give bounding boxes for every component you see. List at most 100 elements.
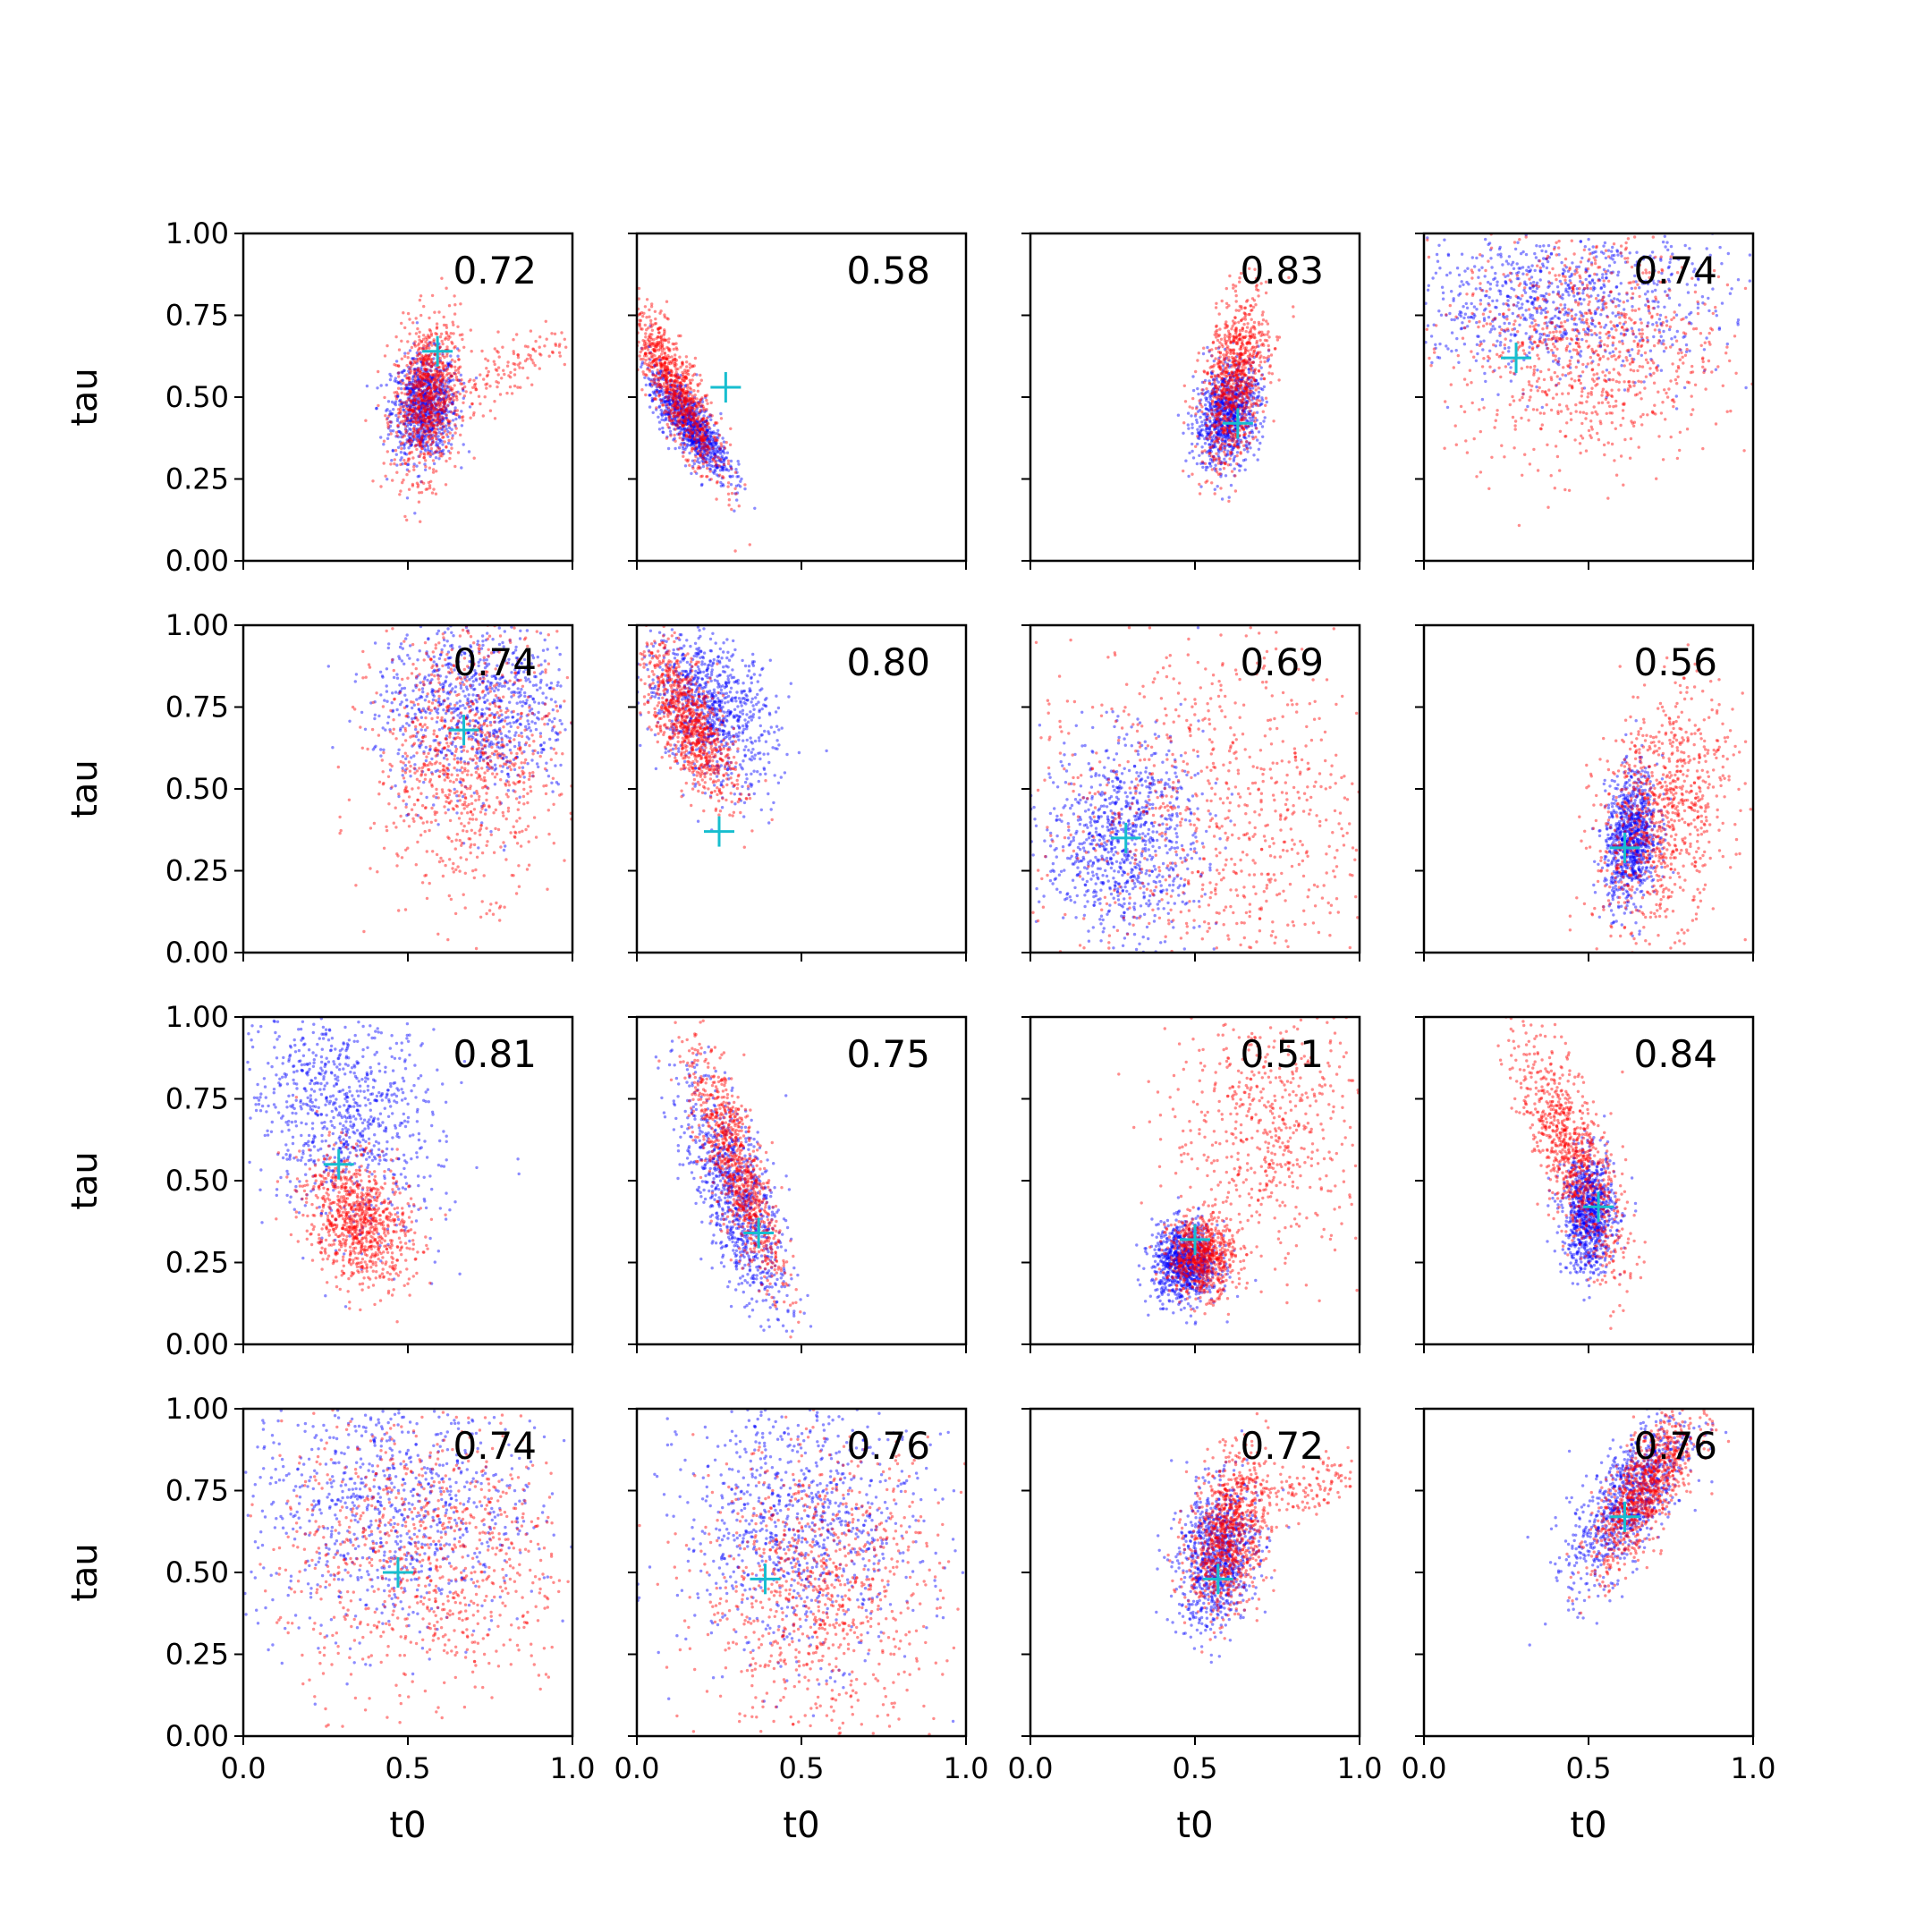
data-point [445,397,450,401]
data-point [443,410,447,413]
data-point [662,377,665,381]
data-point [422,378,426,382]
data-point [516,353,520,357]
data-point [696,428,699,431]
data-point [673,422,677,427]
data-point [690,406,693,410]
data-point [685,360,689,364]
data-point [662,334,665,337]
data-point [412,413,416,418]
data-point [428,386,433,390]
data-point [658,383,662,386]
data-point [694,404,698,408]
data-point [443,400,446,403]
data-point [421,440,425,444]
data-point [427,417,430,420]
data-point [688,429,691,433]
data-point [675,392,679,396]
data-point [665,300,669,303]
data-point [439,381,444,385]
data-point [688,397,692,401]
data-point [648,361,651,365]
data-point [702,437,706,441]
data-point [682,419,686,423]
data-point [394,394,398,398]
data-point [705,422,709,427]
data-point [642,341,647,345]
data-point [405,417,410,420]
data-point [407,388,411,393]
data-point [446,441,451,445]
data-point [430,415,434,419]
data-point [682,424,685,428]
data-point [409,361,412,365]
data-point [436,401,440,404]
data-point [448,451,453,455]
data-point [1195,418,1199,422]
data-point [673,361,677,366]
data-point [692,420,697,424]
data-point [687,411,691,415]
data-point [434,386,438,389]
data-point [669,384,673,387]
data-point [435,386,438,389]
data-point [673,411,676,415]
data-point [407,438,411,443]
data-point [683,419,687,423]
data-point [699,404,703,408]
y-tick-label: 0.00 [165,544,229,578]
data-point [1201,352,1206,356]
data-point [706,475,709,479]
data-point [1195,462,1199,466]
data-point [1252,299,1257,302]
data-point [399,398,402,402]
data-point [699,410,703,414]
data-point [681,436,685,440]
data-point [659,398,663,402]
data-point [697,452,700,455]
data-point [428,416,431,419]
data-point [722,461,725,464]
data-point [391,449,395,453]
data-point [448,379,452,383]
data-point [666,398,670,402]
data-point [649,335,653,340]
data-point [429,399,433,402]
data-point [648,382,652,386]
data-point [638,354,641,358]
data-point [411,439,414,444]
data-point [715,438,718,442]
data-point [667,393,672,396]
data-point [730,507,733,512]
data-point [691,400,695,403]
data-point [385,383,388,387]
data-point [405,415,409,419]
data-point [705,445,708,448]
data-point [429,424,433,428]
data-point [726,459,731,462]
data-point [1223,457,1226,461]
data-point [432,384,436,387]
data-point [449,363,453,368]
data-point [440,415,444,419]
data-point [699,442,702,446]
data-point [705,423,708,427]
data-point [656,369,659,372]
data-point [665,317,669,320]
data-point [699,453,702,456]
data-point [417,500,421,504]
data-point [684,458,688,462]
data-point [649,337,654,342]
data-point [682,434,686,437]
data-point [398,493,402,496]
data-point [473,383,477,387]
data-point [1215,467,1218,470]
data-point [691,436,694,440]
data-point [436,398,440,402]
data-point [402,401,406,404]
data-point [420,419,424,422]
data-point [429,369,433,373]
data-point [531,347,535,351]
data-point [404,431,409,435]
data-point [705,475,708,479]
